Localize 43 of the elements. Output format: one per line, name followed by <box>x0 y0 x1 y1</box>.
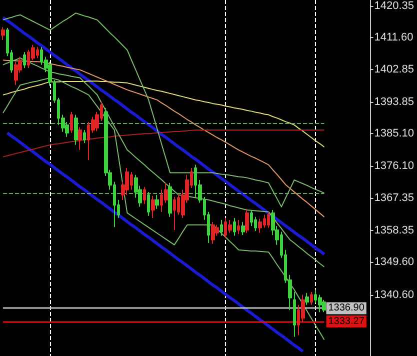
candlestick <box>70 111 73 134</box>
y-tick-label: 1411.60 <box>374 32 414 44</box>
candlestick <box>151 195 155 219</box>
candlestick <box>155 194 159 210</box>
ref-line-label: 1333.27 <box>328 316 365 327</box>
candlestick <box>74 114 78 146</box>
candlestick <box>211 222 215 244</box>
candlestick <box>293 291 296 338</box>
line-series <box>2 12 325 208</box>
candlestick <box>78 126 82 150</box>
candlestick <box>220 219 223 236</box>
candlestick <box>1 26 5 40</box>
y-tick-label: 1376.10 <box>374 160 414 172</box>
candlestick <box>23 52 26 69</box>
candlestick <box>241 222 245 236</box>
candlestick <box>168 182 172 218</box>
candlestick <box>258 218 262 234</box>
y-tick-label: 1340.60 <box>374 288 414 301</box>
line-series <box>2 16 326 256</box>
candlestick <box>237 219 240 234</box>
candlestick <box>322 299 326 313</box>
y-tick-label: 1367.35 <box>374 192 414 204</box>
candlestick <box>233 218 236 236</box>
line-series <box>2 60 325 218</box>
y-tick-label: 1402.85 <box>374 63 414 76</box>
candlestick <box>83 130 86 144</box>
candlestick <box>14 61 18 86</box>
candlestick <box>305 292 309 306</box>
candlestick <box>143 186 146 204</box>
ref-line-label: 1336.90 <box>328 302 365 314</box>
y-tick-label: 1358.35 <box>374 224 414 237</box>
y-tick-label: 1349.60 <box>374 256 414 268</box>
candlestick <box>147 191 150 216</box>
line-series <box>2 130 325 158</box>
candlestick <box>245 210 249 234</box>
y-tick-label: 1393.85 <box>374 96 414 108</box>
line-series <box>2 80 325 148</box>
candlestick <box>310 291 313 306</box>
candlestick <box>173 196 176 230</box>
line-series <box>6 131 304 353</box>
y-tick-label: 1385.10 <box>374 128 414 140</box>
candlestick <box>267 211 270 228</box>
y-tick-label: 1420.35 <box>374 0 414 12</box>
